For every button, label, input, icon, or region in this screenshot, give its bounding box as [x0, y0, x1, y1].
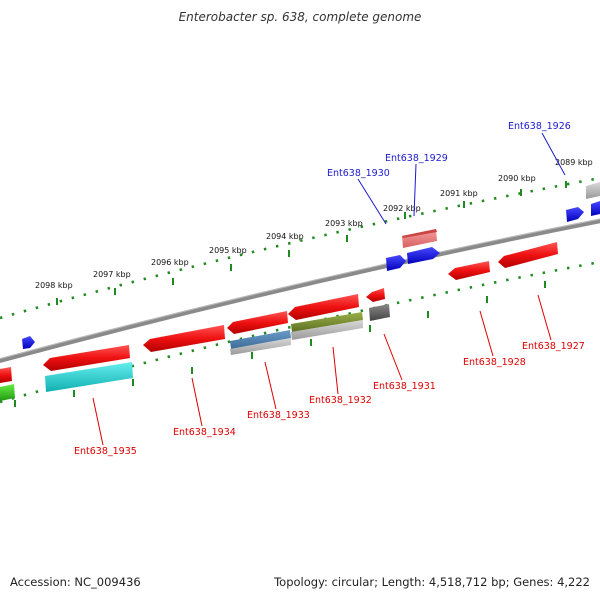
- gene-ent638-1933-b[interactable]: [230, 330, 291, 349]
- leader-ent638-1932: [332, 346, 339, 395]
- kbp-label: 2098 kbp: [35, 281, 73, 290]
- gene-ent638-1929[interactable]: [402, 229, 437, 248]
- kbp-label: 2096 kbp: [151, 258, 189, 267]
- map-title: Enterobacter sp. 638, complete genome: [178, 10, 422, 24]
- gene-label[interactable]: Ent638_1930: [327, 168, 390, 179]
- gene-ent638-1926[interactable]: [586, 182, 600, 199]
- gene-ent638-1933[interactable]: [227, 311, 288, 334]
- leader-ent638-1931: [383, 333, 403, 381]
- gene-blue-mid[interactable]: [407, 247, 440, 264]
- gene-ent638-1927[interactable]: [498, 242, 558, 268]
- gene-ent638-1932-c[interactable]: [291, 320, 363, 340]
- gene-label[interactable]: Ent638_1928: [463, 357, 526, 368]
- leader-ent638-1934: [191, 377, 203, 427]
- gene-green-edge[interactable]: [0, 384, 15, 401]
- gene-ent638-1932[interactable]: [288, 294, 359, 320]
- leader-ent638-1933: [264, 361, 277, 410]
- leader-ent638-1930: [357, 178, 387, 225]
- gene-label[interactable]: Ent638_1926: [508, 121, 571, 132]
- kbp-label: 2094 kbp: [266, 232, 304, 241]
- gene-ent638-1934[interactable]: [143, 325, 225, 352]
- kbp-label: 2092 kbp: [383, 204, 421, 213]
- gene-label[interactable]: Ent638_1933: [247, 410, 310, 421]
- gene-label[interactable]: Ent638_1927: [522, 341, 585, 352]
- leader-ent638-1928: [479, 310, 494, 357]
- gene-ent638-1932-b[interactable]: [291, 312, 363, 332]
- outer-ruler: [0, 176, 600, 320]
- kbp-label: 2091 kbp: [440, 189, 478, 198]
- gene-blue-edge[interactable]: [591, 201, 600, 216]
- gene-red-edge[interactable]: [0, 367, 12, 383]
- genome-backbone-highlight: [0, 218, 600, 360]
- gene-blue-left[interactable]: [22, 336, 35, 349]
- kbp-label: 2097 kbp: [93, 270, 131, 279]
- gene-label[interactable]: Ent638_1934: [173, 427, 236, 438]
- gene-label[interactable]: Ent638_1932: [309, 395, 372, 406]
- gene-label[interactable]: Ent638_1935: [74, 446, 137, 457]
- leader-ent638-1927: [537, 294, 552, 341]
- gene-ent638-1929-top: [402, 229, 437, 238]
- kbp-label: 2090 kbp: [498, 174, 536, 183]
- genome-summary-text: Topology: circular; Length: 4,518,712 bp…: [274, 575, 590, 589]
- leader-ent638-1935: [92, 397, 104, 446]
- kbp-label: 2089 kbp: [555, 158, 593, 167]
- gene-label[interactable]: Ent638_1931: [373, 381, 436, 392]
- gene-ent638-1935-b[interactable]: [45, 362, 133, 392]
- gene-ent638-1935[interactable]: [43, 345, 130, 371]
- accession-text: Accession: NC_009436: [10, 575, 141, 589]
- gene-ent638-1931-b[interactable]: [369, 304, 390, 321]
- gene-ent638-1931[interactable]: [366, 288, 385, 302]
- kbp-label: 2093 kbp: [325, 219, 363, 228]
- gene-ent638-1928[interactable]: [448, 261, 490, 280]
- leader-ent638-1926: [541, 132, 566, 176]
- genome-backbone: [0, 218, 600, 363]
- kbp-label: 2095 kbp: [209, 246, 247, 255]
- gene-blue-small[interactable]: [566, 207, 584, 222]
- gene-ent638-1930[interactable]: [386, 255, 406, 271]
- gene-ent638-1933-c[interactable]: [230, 338, 291, 355]
- gene-label[interactable]: Ent638_1929: [385, 153, 448, 164]
- leader-ent638-1929: [413, 163, 417, 217]
